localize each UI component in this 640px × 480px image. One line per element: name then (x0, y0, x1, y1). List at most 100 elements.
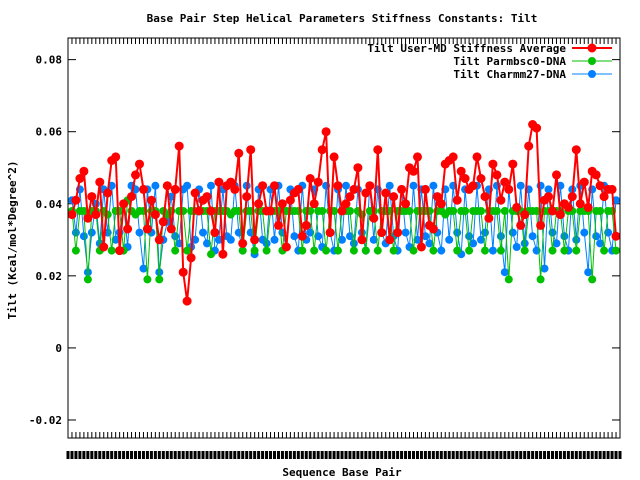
x-tick-label-mark (610, 451, 614, 459)
data-point (71, 246, 80, 255)
data-point (508, 159, 518, 169)
data-point (416, 242, 426, 252)
x-tick-label-mark (554, 451, 558, 459)
data-point (334, 246, 342, 255)
data-point (536, 220, 546, 230)
data-point (516, 220, 526, 230)
data-point (309, 199, 319, 209)
x-tick-label-mark (245, 451, 249, 459)
data-point (572, 235, 581, 244)
data-point (270, 235, 279, 244)
x-tick-label-mark (308, 451, 312, 459)
x-tick-label-mark (574, 451, 578, 459)
data-point (540, 264, 549, 273)
x-tick-label-mark (431, 451, 435, 459)
data-point (599, 192, 609, 202)
x-tick-label-mark (515, 451, 519, 459)
data-point (262, 246, 271, 255)
x-tick-label-mark (535, 451, 539, 459)
legend-swatch-marker (588, 57, 596, 65)
data-point (575, 199, 585, 209)
data-point (579, 177, 589, 187)
data-point (536, 275, 545, 284)
data-point (199, 228, 207, 237)
x-tick-label-mark (499, 451, 503, 459)
data-point (194, 206, 204, 216)
x-tick-label-mark (562, 451, 566, 459)
data-point (397, 184, 407, 194)
data-point (520, 239, 529, 248)
x-tick-label-mark (98, 451, 102, 459)
data-point (591, 170, 601, 180)
data-point (341, 199, 351, 209)
data-point (469, 239, 478, 248)
data-point (429, 246, 438, 255)
data-point (186, 253, 196, 263)
x-tick-label-mark (380, 451, 384, 459)
x-tick-label-mark (130, 451, 134, 459)
data-point (492, 207, 501, 215)
data-point (461, 207, 470, 215)
x-tick-label-mark (415, 451, 419, 459)
x-tick-label-mark (253, 451, 257, 459)
data-point (238, 238, 248, 248)
x-tick-label-mark (475, 451, 479, 459)
x-tick-label-mark (586, 451, 590, 459)
x-tick-label-mark (550, 451, 554, 459)
data-point (496, 246, 505, 255)
data-point (103, 188, 113, 198)
x-tick-label-mark (233, 451, 237, 459)
data-point (421, 232, 430, 241)
data-point (281, 242, 291, 252)
x-tick-label-mark (185, 451, 189, 459)
x-tick-label-mark (316, 451, 320, 459)
data-point (413, 235, 422, 244)
data-point (500, 268, 509, 277)
data-point (155, 275, 164, 284)
data-point (405, 207, 414, 215)
x-tick-label-mark (447, 451, 451, 459)
data-point (532, 123, 542, 133)
data-point (453, 246, 462, 255)
x-tick-label-mark (292, 451, 296, 459)
x-tick-label-mark (241, 451, 245, 459)
data-point (567, 192, 577, 202)
data-point (170, 184, 180, 194)
data-point (178, 267, 188, 277)
data-point (162, 181, 172, 191)
x-tick-label-mark (344, 451, 348, 459)
x-tick-label-mark (265, 451, 269, 459)
data-point (226, 177, 236, 187)
data-point (563, 202, 573, 212)
x-tick-label-mark (451, 451, 455, 459)
x-tick-label-mark (527, 451, 531, 459)
data-point (477, 207, 485, 215)
data-point (174, 141, 184, 151)
x-tick-label-mark (400, 451, 404, 459)
x-tick-label-mark (145, 451, 149, 459)
data-point (504, 275, 513, 284)
x-tick-label-mark (280, 451, 284, 459)
data-point (369, 213, 379, 223)
data-point (436, 199, 446, 209)
data-point (492, 170, 502, 180)
x-tick-label-mark (411, 451, 415, 459)
data-point (318, 207, 327, 215)
data-point (349, 246, 358, 255)
data-point (409, 181, 418, 190)
data-point (218, 249, 228, 259)
data-point (481, 228, 489, 237)
data-point (206, 206, 216, 216)
x-tick-label-mark (296, 451, 300, 459)
x-tick-label-mark (269, 451, 273, 459)
data-point (409, 166, 418, 176)
data-point (171, 232, 180, 241)
x-tick-label-mark (582, 451, 586, 459)
data-point (516, 181, 525, 190)
data-point (274, 220, 283, 230)
data-point (277, 199, 287, 209)
legend-swatch-marker (587, 43, 597, 53)
x-tick-label-mark (503, 451, 507, 459)
data-point (524, 141, 534, 151)
data-point (226, 235, 235, 244)
